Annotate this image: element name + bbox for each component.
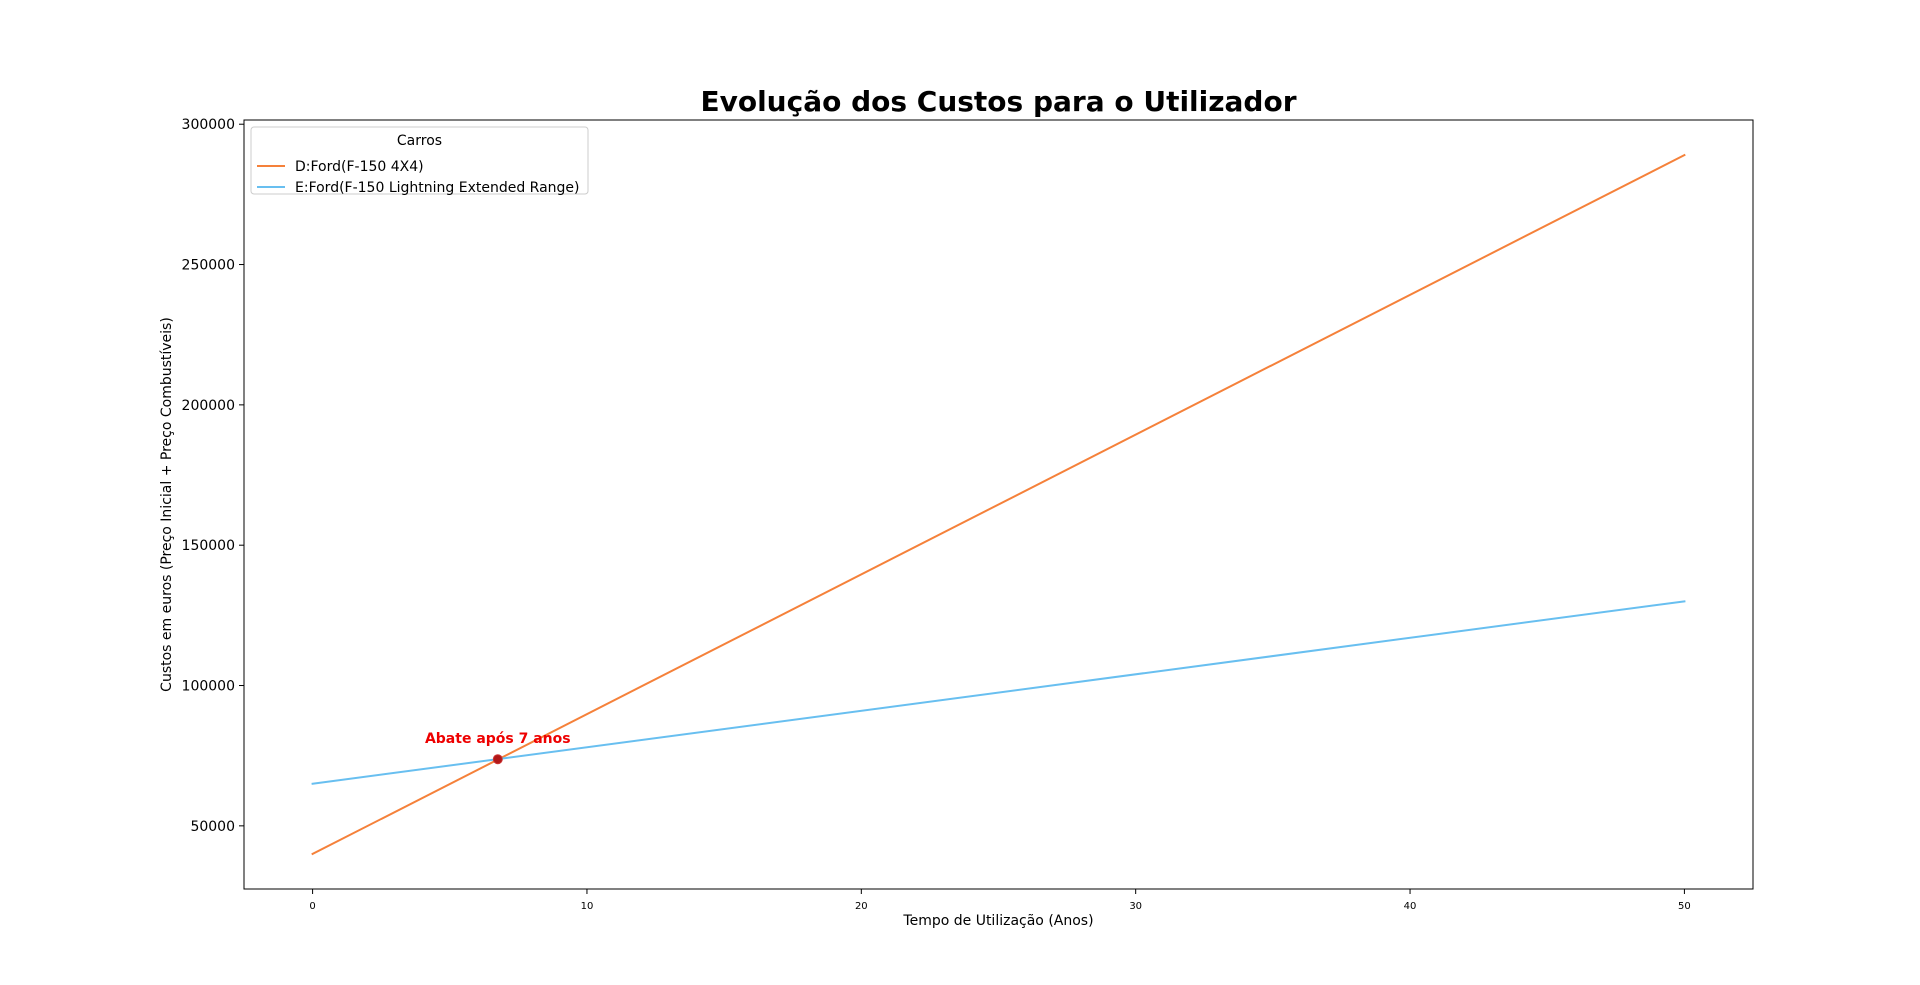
y-tick-label: 50000 — [190, 819, 235, 835]
x-tick-label: 20 — [855, 901, 868, 912]
y-tick-label: 250000 — [182, 258, 235, 274]
y-tick-label: 200000 — [182, 398, 235, 414]
legend: Carros D:Ford(F-150 4X4) E:Ford(F-150 Lig… — [250, 126, 589, 196]
legend-box — [250, 126, 589, 195]
series-line-2 — [311, 600, 1686, 785]
axis-ticks: 0 10 20 30 40 50 50000 100000 150000 200000 250000… — [182, 117, 1691, 912]
x-axis-label: Tempo de Utilização (Anos) — [902, 913, 1093, 929]
legend-items: D:Ford(F-150 4X4) E:Ford(F-150 Lightning … — [257, 159, 580, 196]
y-tick-label: 150000 — [182, 538, 235, 554]
series-line-1 — [311, 153, 1686, 856]
x-tick-label: 40 — [1404, 901, 1417, 912]
x-tick-label: 30 — [1129, 901, 1142, 912]
plot-area-frame — [243, 119, 1754, 890]
chart-title: Evolução dos Custos para o Utilizador — [700, 85, 1296, 118]
legend-title: Carros — [397, 133, 442, 149]
series-lines — [311, 153, 1686, 856]
legend-label-2: E:Ford(F-150 Lightning Extended Range) — [295, 180, 580, 196]
y-axis-label: Custos em euros (Preço Inicial + Preço C… — [159, 317, 175, 692]
break-even-point-marker — [492, 754, 503, 765]
x-tick-label: 0 — [309, 901, 315, 912]
break-even-annotation: Abate após 7 anos — [425, 731, 571, 747]
x-tick-label: 50 — [1678, 901, 1691, 912]
annotation-layer: Abate após 7 anos — [425, 731, 571, 765]
y-tick-label: 300000 — [182, 117, 235, 133]
legend-label-1: D:Ford(F-150 4X4) — [295, 159, 424, 175]
x-tick-label: 10 — [581, 901, 594, 912]
y-tick-label: 100000 — [182, 679, 235, 695]
